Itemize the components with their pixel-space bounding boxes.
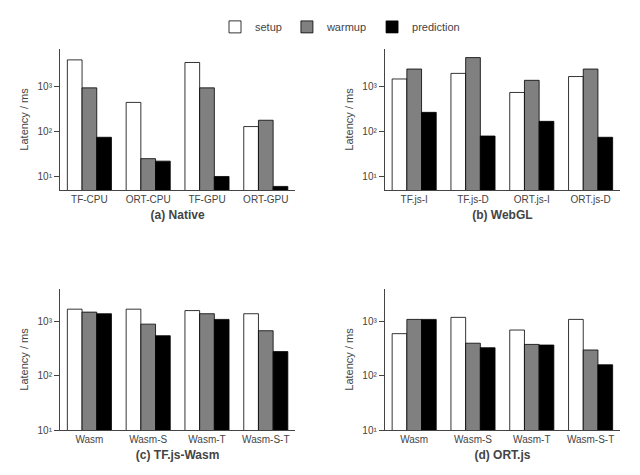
svg-text:ORT.js-I: ORT.js-I bbox=[514, 194, 550, 205]
svg-text:Wasm-S-T: Wasm-S-T bbox=[242, 434, 289, 445]
svg-text:10¹: 10¹ bbox=[38, 425, 53, 436]
svg-text:TF-GPU: TF-GPU bbox=[188, 194, 225, 205]
svg-text:(a) Native: (a) Native bbox=[151, 208, 205, 222]
svg-text:Wasm-S-T: Wasm-S-T bbox=[567, 434, 614, 445]
svg-text:TF-CPU: TF-CPU bbox=[71, 194, 108, 205]
svg-text:10¹: 10¹ bbox=[38, 171, 53, 182]
svg-text:Wasm-T: Wasm-T bbox=[513, 434, 550, 445]
svg-text:10²: 10² bbox=[362, 126, 377, 137]
svg-text:10²: 10² bbox=[362, 370, 377, 381]
svg-text:ORT-GPU: ORT-GPU bbox=[243, 194, 288, 205]
svg-text:TF.js-D: TF.js-D bbox=[457, 194, 489, 205]
svg-text:Wasm-S: Wasm-S bbox=[454, 434, 492, 445]
svg-text:Wasm-S: Wasm-S bbox=[129, 434, 167, 445]
svg-text:prediction: prediction bbox=[412, 21, 460, 33]
svg-text:ORT-CPU: ORT-CPU bbox=[126, 194, 171, 205]
svg-text:(b) WebGL: (b) WebGL bbox=[472, 208, 532, 222]
svg-text:Wasm: Wasm bbox=[75, 434, 103, 445]
svg-text:setup: setup bbox=[255, 21, 282, 33]
svg-text:Latency / ms: Latency / ms bbox=[343, 88, 355, 151]
svg-text:10²: 10² bbox=[38, 370, 53, 381]
svg-text:(d) ORT.js: (d) ORT.js bbox=[474, 448, 530, 462]
svg-text:10¹: 10¹ bbox=[362, 425, 377, 436]
svg-text:10³: 10³ bbox=[362, 81, 377, 92]
svg-text:10³: 10³ bbox=[362, 316, 377, 327]
svg-text:Latency / ms: Latency / ms bbox=[343, 328, 355, 391]
svg-text:10²: 10² bbox=[38, 126, 53, 137]
svg-text:ORT.js-D: ORT.js-D bbox=[570, 194, 610, 205]
svg-text:warmup: warmup bbox=[326, 21, 366, 33]
svg-text:TF.js-I: TF.js-I bbox=[401, 194, 428, 205]
svg-text:10³: 10³ bbox=[38, 81, 53, 92]
svg-text:Wasm: Wasm bbox=[400, 434, 428, 445]
svg-text:Latency / ms: Latency / ms bbox=[18, 328, 30, 391]
svg-text:10¹: 10¹ bbox=[362, 171, 377, 182]
svg-text:(c) TF.js-Wasm: (c) TF.js-Wasm bbox=[136, 448, 220, 462]
svg-text:Wasm-T: Wasm-T bbox=[188, 434, 225, 445]
svg-text:Latency / ms: Latency / ms bbox=[18, 88, 30, 151]
svg-text:10³: 10³ bbox=[38, 316, 53, 327]
